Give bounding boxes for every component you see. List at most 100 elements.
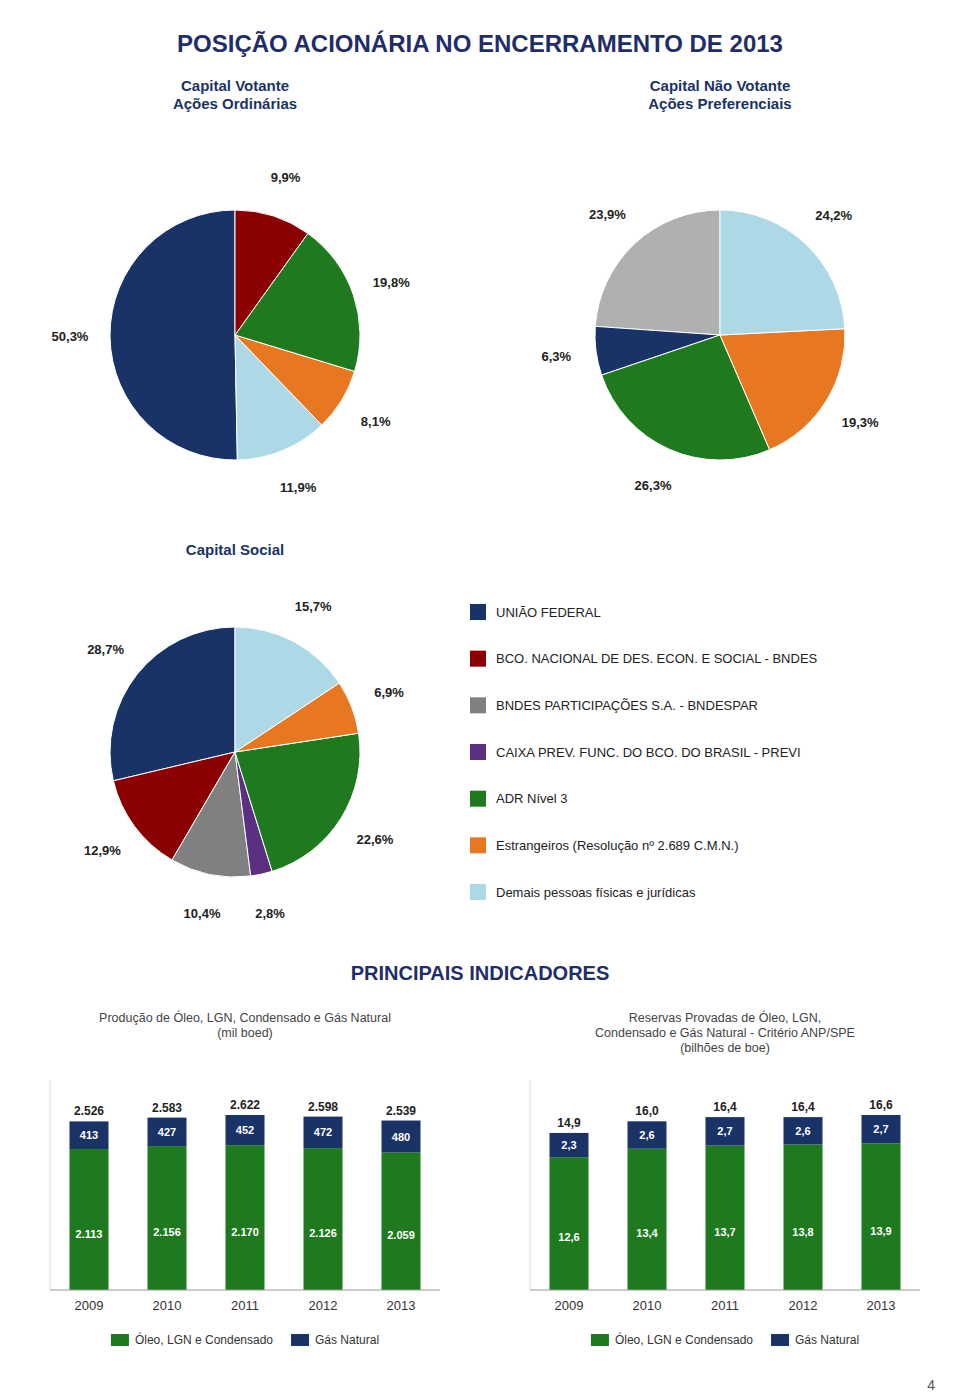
slice-labels: 50,3%11,9%8,1%19,8%9,9% [52,170,411,495]
legend-swatch [470,791,486,807]
bar-title: Produção de Óleo, LGN, Condensado e Gás … [99,1010,391,1040]
legend-label: ADR Nível 3 [496,791,568,806]
bar-total-label: 14,9 [557,1116,581,1130]
legend-label: Demais pessoas físicas e jurídicas [496,885,696,900]
pie-title: Capital VotanteAções Ordinárias [173,77,297,112]
pie-slice [720,329,845,450]
slice-label: 24,2% [815,208,852,223]
y-axis-line [530,1080,531,1290]
bar-total-label: 2.539 [386,1104,416,1118]
pie-title: Capital Social [186,541,284,558]
bar-total-label: 16,6 [869,1098,893,1112]
legend-swatch [771,1334,789,1346]
legend: Óleo, LGN e Condensado Gás Natural [591,1332,859,1347]
legend-swatch [470,697,486,713]
bar-value-label: 2,7 [873,1123,888,1135]
slice-label: 11,9% [280,480,317,495]
page-number: 4 [927,1377,935,1393]
data-labels: 2.1132.1562.1702.1262.059413427452472480… [74,1098,416,1241]
bar-chart: Reservas Provadas de Óleo, LGN,Condensad… [530,1010,920,1347]
bar-value-label: 472 [314,1126,332,1138]
bar-value-label: 2,6 [795,1125,810,1137]
slice-label: 6,9% [374,685,404,700]
pie-slice [720,210,845,335]
bar-chart: Produção de Óleo, LGN, Condensado e Gás … [50,1010,440,1347]
slice-label: 19,8% [373,275,410,290]
bar-value-label: 2.126 [309,1227,337,1239]
bar-segment [382,1121,421,1153]
legend-item: Óleo, LGN e Condensado [591,1332,753,1347]
bar-segment [550,1133,589,1157]
bar-segment [70,1121,109,1149]
pie-chart: Capital Não VotanteAções Preferenciais 23… [542,77,879,493]
legend-item: Óleo, LGN e Condensado [111,1332,273,1347]
y-axis-line [50,1080,51,1290]
slices [595,210,845,460]
slice-labels: 28,7%12,9%10,4%2,8%22,6%6,9%15,7% [84,599,404,921]
bar-value-label: 2.156 [153,1226,181,1238]
x-tick-label: 2009 [75,1298,104,1313]
bar-total-label: 2.526 [74,1104,104,1118]
bar-value-label: 480 [392,1131,410,1143]
legend-swatch [291,1334,309,1346]
x-axis-line [530,1290,920,1291]
x-tick-label: 2013 [867,1298,896,1313]
x-tick-label: 2010 [633,1298,662,1313]
bar-total-label: 2.583 [152,1101,182,1115]
legend-swatch [470,604,486,620]
bar-segment [628,1121,667,1148]
bar-segment [382,1153,421,1290]
slice-label: 23,9% [589,207,626,222]
bar-value-label: 413 [80,1129,98,1141]
slice-label: 19,3% [842,415,879,430]
legend-item: Gás Natural [291,1333,379,1347]
section-subtitle: PRINCIPAIS INDICADORES [351,962,610,984]
pie-title: Capital Não VotanteAções Preferenciais [648,77,791,112]
slice-label: 22,6% [356,832,393,847]
legend-label: BNDES PARTICIPAÇÕES S.A. - BNDESPAR [496,698,758,713]
bar-segment [784,1145,823,1290]
page: POSIÇÃO ACIONÁRIA NO ENCERRAMENTO DE 201… [0,0,960,1400]
legend-label: Óleo, LGN e Condensado [135,1332,273,1347]
pie-slice [235,733,360,871]
bar-value-label: 2.113 [76,1228,103,1240]
legend-swatch [470,884,486,900]
pie-slice [595,210,720,335]
x-tick-label: 2012 [309,1298,338,1313]
bar-segment [304,1148,343,1290]
pie-slice [235,627,339,752]
slice-labels: 23,9% 6,3% 26,3% 19,3% 24,2% [542,207,879,493]
slices [110,627,360,877]
bar-segment [226,1145,265,1290]
legend-label: CAIXA PREV. FUNC. DO BCO. DO BRASIL - PR… [496,745,801,760]
bar-value-label: 427 [158,1126,176,1138]
slice-label: 26,3% [635,478,672,493]
bar-value-label: 13,9 [870,1225,891,1237]
slice-label: 6,3% [542,349,572,364]
x-tick-label: 2013 [387,1298,416,1313]
slice-label: 12,9% [84,843,121,858]
slice-label: 8,1% [361,414,391,429]
bar-value-label: 13,7 [714,1226,735,1238]
x-tick-label: 2011 [711,1298,739,1313]
bar-segment [148,1118,187,1146]
legend: UNIÃO FEDERALBCO. NACIONAL DE DES. ECON.… [470,604,818,900]
bars [550,1115,901,1290]
legend-swatch [591,1334,609,1346]
bar-total-label: 16,0 [635,1104,659,1118]
legend: Óleo, LGN e Condensado Gás Natural [111,1332,379,1347]
bar-total-label: 2.598 [308,1100,338,1114]
pie-slice [110,210,237,460]
x-tick-label: 2012 [789,1298,818,1313]
bar-value-label: 12,6 [558,1231,579,1243]
legend-label: Gás Natural [795,1333,859,1347]
pie-chart: Capital Social28,7%12,9%10,4%2,8%22,6%6,… [84,541,404,921]
legend-item: Gás Natural [771,1333,859,1347]
x-axis-line [50,1290,440,1291]
slices [110,210,360,460]
bar-segment [706,1117,745,1145]
bar-total-label: 16,4 [713,1100,737,1114]
bar-segment [70,1149,109,1290]
legend-swatch [111,1334,129,1346]
bar-value-label: 2.059 [387,1229,415,1241]
